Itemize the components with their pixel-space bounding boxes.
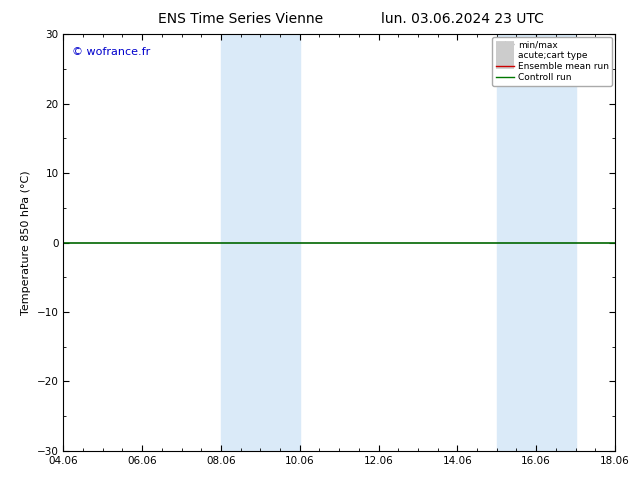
Bar [221,34,300,451]
Legend: min/max, acute;cart type, Ensemble mean run, Controll run: min/max, acute;cart type, Ensemble mean … [493,37,612,86]
Bar [497,34,576,451]
Text: lun. 03.06.2024 23 UTC: lun. 03.06.2024 23 UTC [382,12,544,26]
Text: ENS Time Series Vienne: ENS Time Series Vienne [158,12,323,26]
Y-axis label: Temperature 850 hPa (°C): Temperature 850 hPa (°C) [21,170,31,315]
Text: © wofrance.fr: © wofrance.fr [72,47,150,57]
